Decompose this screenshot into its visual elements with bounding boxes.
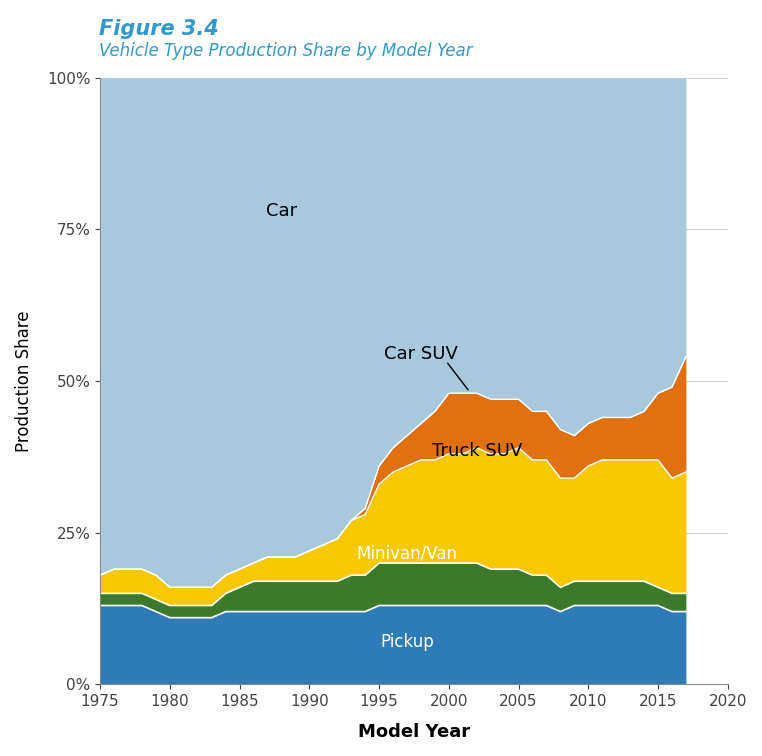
Text: Pickup: Pickup <box>380 633 434 651</box>
Text: Truck SUV: Truck SUV <box>431 442 522 460</box>
Text: Vehicle Type Production Share by Model Year: Vehicle Type Production Share by Model Y… <box>99 42 472 60</box>
Text: Car SUV: Car SUV <box>384 345 458 363</box>
Y-axis label: Production Share: Production Share <box>15 310 33 452</box>
Text: Figure 3.4: Figure 3.4 <box>99 19 219 39</box>
Text: Car: Car <box>266 202 297 220</box>
X-axis label: Model Year: Model Year <box>358 723 470 741</box>
Text: Minivan/Van: Minivan/Van <box>357 545 457 563</box>
